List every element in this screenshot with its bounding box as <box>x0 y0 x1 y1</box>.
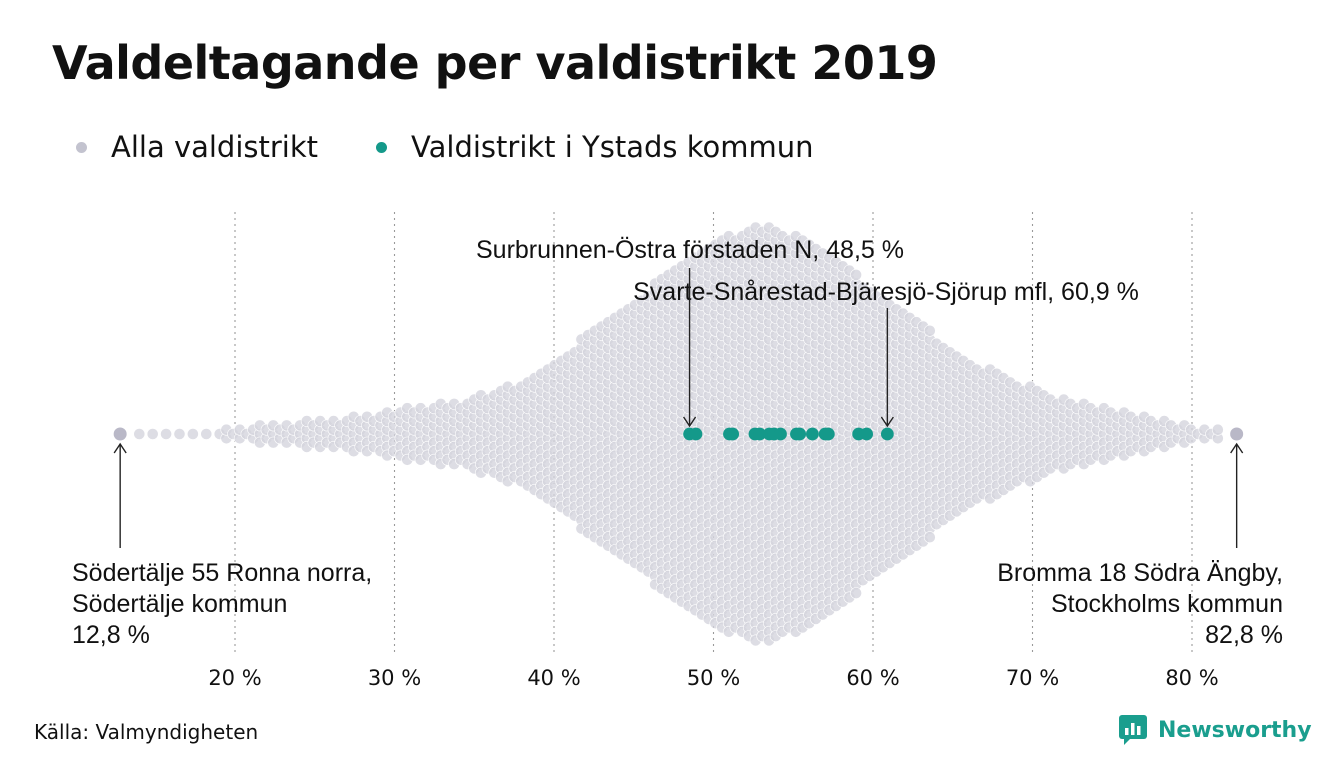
dot-district <box>923 324 936 337</box>
annotation-arrowhead <box>880 416 894 428</box>
legend-dot-all <box>76 141 87 153</box>
dot-district <box>173 428 186 440</box>
dot-ystad-district <box>689 427 703 441</box>
legend: Alla valdistrikt Valdistrikt i Ystads ko… <box>70 130 866 164</box>
legend-label-all: Alla valdistrikt <box>111 130 319 164</box>
dot-ystad-district <box>860 427 874 441</box>
dot-ystad-district <box>880 427 894 441</box>
dot-district <box>186 428 199 440</box>
dot-ystad-district <box>753 427 767 441</box>
x-tick-label: 30 % <box>368 666 421 690</box>
chart-title: Valdeltagande per valdistrikt 2019 <box>52 36 938 90</box>
annotation-arrowhead <box>1230 442 1244 454</box>
x-tick-label: 60 % <box>846 666 899 690</box>
dot-ystad-district <box>793 427 807 441</box>
dot-district <box>1211 423 1224 436</box>
annotation-arrowhead <box>113 442 127 454</box>
dot-district <box>146 428 159 440</box>
extreme-max-label: Bromma 18 Södra Ängby, <box>997 559 1283 587</box>
dot-ystad-district <box>774 427 787 441</box>
x-tick-label: 50 % <box>687 666 740 690</box>
source-note: Källa: Valmyndigheten <box>34 720 259 744</box>
annotation-arrowhead <box>682 416 697 428</box>
x-axis-ticks: 20 % 30 % 40 % 50 % 60 % 70 % 80 % <box>208 666 1218 690</box>
dot-district <box>850 268 862 281</box>
dot-ystad-district <box>805 427 819 441</box>
extreme-min-label: Södertälje 55 Ronna norra, <box>72 559 372 587</box>
x-tick-label: 70 % <box>1006 666 1059 690</box>
legend-item-ystad: Valdistrikt i Ystads kommun <box>370 130 814 164</box>
legend-label-ystad: Valdistrikt i Ystads kommun <box>411 130 814 164</box>
dot-district <box>200 428 213 440</box>
dot-district <box>160 428 172 440</box>
annotations: Surbrunnen-Östra förstaden N, 48,5 % Sva… <box>72 236 1283 649</box>
extreme-min-value: 12,8 % <box>72 621 150 649</box>
x-tick-label: 80 % <box>1165 666 1218 690</box>
swarm-all <box>113 221 1244 647</box>
x-tick-label: 40 % <box>527 666 580 690</box>
dot-max-district <box>1230 427 1244 441</box>
x-tick-label: 20 % <box>208 666 261 690</box>
annotation-svarte: Svarte-Snårestad-Bjäresjö-Sjörup mfl, 60… <box>633 278 1139 306</box>
annotation-surbrunnen: Surbrunnen-Östra förstaden N, 48,5 % <box>476 236 904 264</box>
legend-dot-ystad <box>376 141 388 153</box>
brand-name: Newsworthy <box>1158 717 1312 743</box>
dot-district <box>850 587 862 599</box>
dot-district <box>133 428 146 440</box>
brand-logo: Newsworthy <box>1118 714 1312 746</box>
dot-district <box>923 531 936 544</box>
dot-ystad-district <box>726 427 740 441</box>
newsworthy-logo-icon <box>1119 715 1147 745</box>
legend-item-all: Alla valdistrikt <box>70 130 318 164</box>
extreme-max-value: 82,8 % <box>1205 621 1283 649</box>
swarm-ystad <box>683 427 894 441</box>
extreme-min-sub: Södertälje kommun <box>72 590 287 618</box>
dot-ystad-district <box>821 427 835 441</box>
extreme-max-sub: Stockholms kommun <box>1051 590 1283 618</box>
dot-min-district <box>113 427 127 441</box>
